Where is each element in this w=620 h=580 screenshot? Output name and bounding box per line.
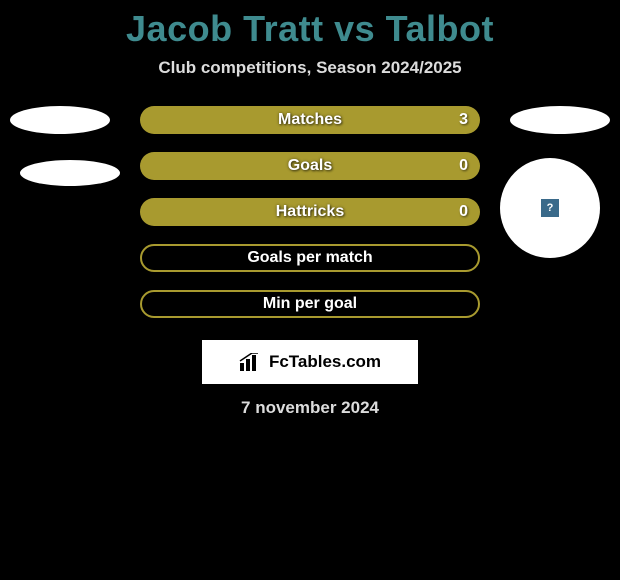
stat-bar-value-right: 0 (459, 157, 468, 175)
stat-bar: Matches3 (140, 106, 480, 134)
stat-bar-label: Min per goal (142, 295, 478, 313)
logo-chart-icon (239, 353, 263, 371)
player-left-ellipse-1 (10, 106, 110, 134)
comparison-chart: ? Matches3Goals0Hattricks0Goals per matc… (0, 106, 620, 326)
player-left-ellipse-2 (20, 160, 120, 186)
stat-bar-value-right: 0 (459, 203, 468, 221)
stat-bar: Goals0 (140, 152, 480, 180)
stat-bar: Hattricks0 (140, 198, 480, 226)
player-right-avatar: ? (500, 158, 600, 258)
stat-bar: Goals per match (140, 244, 480, 272)
stat-bar-value-right: 3 (459, 111, 468, 129)
footer-date: 7 november 2024 (0, 398, 620, 418)
stat-bar-label: Matches (140, 111, 480, 129)
avatar-placeholder-icon: ? (541, 199, 559, 217)
footer-logo: FcTables.com (202, 340, 418, 384)
stat-bar-label: Goals per match (142, 249, 478, 267)
stat-bar-label: Hattricks (140, 203, 480, 221)
stat-bar: Min per goal (140, 290, 480, 318)
bars-container: Matches3Goals0Hattricks0Goals per matchM… (140, 106, 480, 336)
logo-text: FcTables.com (269, 352, 381, 372)
page-title: Jacob Tratt vs Talbot (0, 0, 620, 50)
stat-bar-label: Goals (140, 157, 480, 175)
player-right-ellipse-1 (510, 106, 610, 134)
page-subtitle: Club competitions, Season 2024/2025 (0, 58, 620, 78)
